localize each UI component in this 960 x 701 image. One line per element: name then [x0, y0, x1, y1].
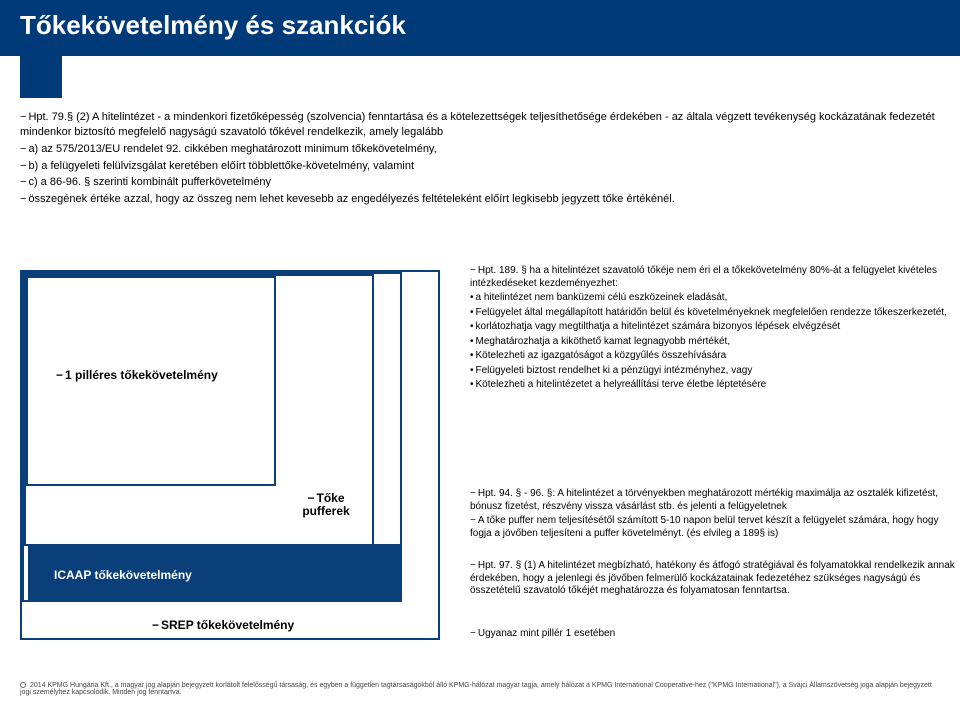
slide-header: Tőkekövetelmény és szankciók: [0, 0, 960, 56]
side-bullet: Felügyeleti biztost rendelhet ki a pénzü…: [470, 365, 960, 378]
side-bullet: Kötelezheti a hitelintézetet a helyreáll…: [470, 379, 960, 392]
pillar1-box: 1 pilléres tőkekövetelmény: [26, 276, 276, 486]
copyright-footer: 2014 KPMG Hungária Kft., a magyar jog al…: [20, 682, 940, 697]
pillar1-label: 1 pilléres tőkekövetelmény: [56, 368, 218, 382]
puffer-label-line2: pufferek: [302, 504, 349, 518]
side-text: A tőke puffer nem teljesítésétől számíto…: [470, 515, 960, 540]
side-panel-pillar: Hpt. 189. § ha a hitelintézet szavatoló …: [470, 265, 960, 394]
puffer-box: Tőke pufferek 1 pilléres tőkekövetelmény: [24, 274, 374, 546]
srep-label: SREP tőkekövetelmény: [152, 618, 294, 632]
decorative-square: [20, 56, 62, 98]
side-heading: Hpt. 94. § - 96. §: A hitelintézet a tör…: [470, 488, 960, 513]
page-title: Tőkekövetelmény és szankciók: [20, 10, 940, 41]
side-bullet: Meghatározhatja a kiköthető kamat legnag…: [470, 336, 960, 349]
icaap-box: ICAAP tőkekövetelmény Tőke pufferek 1 pi…: [22, 272, 402, 602]
circle-icon: [20, 682, 26, 688]
intro-line: összegének értéke azzal, hogy az összeg …: [20, 192, 940, 207]
intro-line: c) a 86-96. § szerinti kombinált pufferk…: [20, 175, 940, 190]
puffer-label: Tőke pufferek: [286, 492, 366, 518]
intro-line: Hpt. 79.§ (2) A hitelintézet - a mindenk…: [20, 110, 940, 140]
footer-text: 2014 KPMG Hungária Kft., a magyar jog al…: [20, 682, 932, 697]
nested-box-diagram: SREP tőkekövetelmény ICAAP tőkekövetelmé…: [20, 270, 940, 650]
srep-box: SREP tőkekövetelmény ICAAP tőkekövetelmé…: [20, 270, 440, 640]
side-text: Hpt. 97. § (1) A hitelintézet megbízható…: [470, 560, 960, 598]
intro-line: b) a felügyeleti felülvizsgálat keretébe…: [20, 159, 940, 174]
side-panel-puffer: Hpt. 94. § - 96. §: A hitelintézet a tör…: [470, 488, 960, 542]
side-bullet: Felügyelet által megállapított határidőn…: [470, 307, 960, 320]
side-heading: Hpt. 189. § ha a hitelintézet szavatoló …: [470, 265, 960, 290]
side-text: Ugyanaz mint pillér 1 esetében: [470, 628, 960, 641]
side-bullet: Kötelezheti az igazgatóságot a közgyűlés…: [470, 350, 960, 363]
side-bullet: a hitelintézet nem banküzemi célú eszköz…: [470, 292, 960, 305]
intro-text-block: Hpt. 79.§ (2) A hitelintézet - a mindenk…: [20, 110, 940, 209]
side-panel-icaap: Hpt. 97. § (1) A hitelintézet megbízható…: [470, 560, 960, 600]
intro-line: a) az 575/2013/EU rendelet 92. cikkében …: [20, 142, 940, 157]
icaap-label: ICAAP tőkekövetelmény: [54, 568, 192, 582]
side-panel-srep: Ugyanaz mint pillér 1 esetében: [470, 628, 960, 643]
puffer-label-line1: Tőke: [307, 491, 344, 505]
side-bullet: korlátozhatja vagy megtilthatja a hiteli…: [470, 321, 960, 334]
